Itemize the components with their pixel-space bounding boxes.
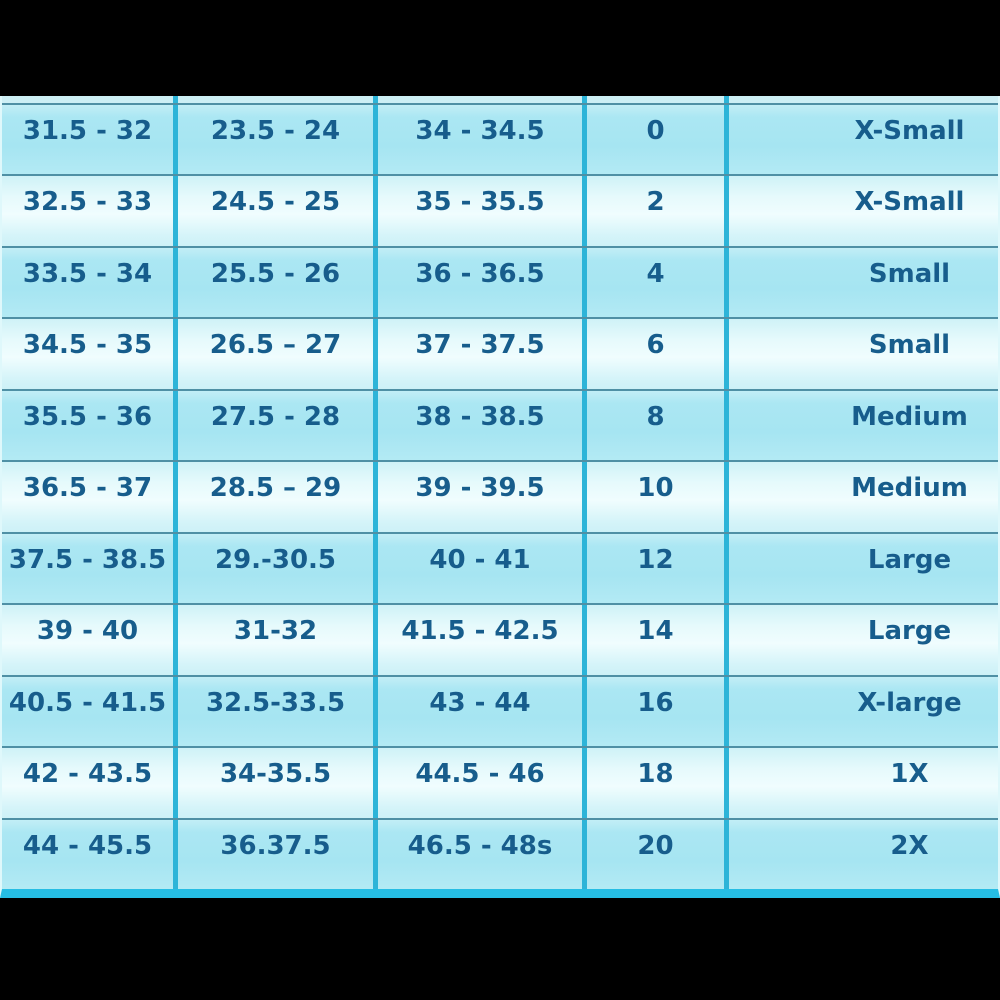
table-row: 35.5 - 36 27.5 - 28 38 - 38.5 8 Medium [2, 388, 998, 461]
table-cell: 35 - 35.5 [373, 176, 582, 246]
table-cell: 35.5 - 36 [22, 401, 153, 432]
table-cell: 4 [582, 247, 724, 318]
table-cell: 8 [582, 390, 724, 461]
table-cell: Large [724, 533, 998, 604]
table-cell: Medium [724, 390, 998, 461]
table-row: 34.5 - 35 26.5 – 27 37 - 37.5 6 Small [2, 317, 998, 389]
table-cell: 31-32 [173, 605, 373, 675]
table-cell: 20 [582, 819, 724, 889]
table-cell: 34.5 - 35 [22, 330, 153, 361]
table-cell: 39 - 40 [36, 616, 139, 647]
table-cell: 27.5 - 28 [173, 390, 373, 461]
table-cell [582, 96, 724, 103]
table-row: 37.5 - 38.5 29.-30.5 40 - 41 12 Large [2, 531, 998, 604]
size-chart-table: 31.5 - 32 23.5 - 24 34 - 34.5 0 X-Small 32.5 … [0, 96, 1000, 898]
table-cell: 32.5-33.5 [173, 676, 373, 747]
table-cell: 2 [582, 176, 724, 246]
table-cell: 28.5 – 29 [173, 462, 373, 532]
table-cell: X-Small [724, 176, 998, 246]
table-cell: 2X [724, 819, 998, 889]
table-row: 42 - 43.5 34-35.5 44.5 - 46 18 1X [2, 746, 998, 818]
table-cell: 43 - 44 [373, 676, 582, 747]
table-cell: 37.5 - 38.5 [8, 544, 167, 575]
table-cell [724, 96, 998, 103]
table-cell: 40 - 41 [373, 533, 582, 604]
table-cell: 41.5 - 42.5 [373, 605, 582, 675]
table-cell: 29.-30.5 [173, 533, 373, 604]
table-cell: 6 [582, 319, 724, 389]
table-cell: 33.5 - 34 [22, 258, 153, 289]
table-cell: 10 [582, 462, 724, 532]
table-cell: 23.5 - 24 [173, 105, 373, 175]
table-cell: 25.5 - 26 [173, 247, 373, 318]
table-cell: 40.5 - 41.5 [8, 687, 167, 718]
table-cell: 26.5 – 27 [173, 319, 373, 389]
table-row: 44 - 45.5 36.37.5 46.5 - 48s 20 2X [2, 817, 998, 889]
table-cell: 36.5 - 37 [22, 473, 153, 504]
table-cell: Large [724, 605, 998, 675]
table-cell: X-Small [724, 105, 998, 175]
table-cell [373, 96, 582, 103]
table-cell: 44 - 45.5 [22, 830, 153, 861]
table-cell: 36 - 36.5 [373, 247, 582, 318]
table-cell: 38 - 38.5 [373, 390, 582, 461]
table-cell [173, 96, 373, 103]
table-top-strip [2, 96, 998, 103]
table-cell: Medium [724, 462, 998, 532]
table-cell: 0 [582, 105, 724, 175]
table-row: 36.5 - 37 28.5 – 29 39 - 39.5 10 Medium [2, 460, 998, 532]
table-cell: 16 [582, 676, 724, 747]
table-row: 31.5 - 32 23.5 - 24 34 - 34.5 0 X-Small [2, 103, 998, 175]
table-cell: 18 [582, 748, 724, 818]
table-cell: 24.5 - 25 [173, 176, 373, 246]
table-cell: 37 - 37.5 [373, 319, 582, 389]
table-cell: 1X [724, 748, 998, 818]
table-cell: 12 [582, 533, 724, 604]
table-cell: 36.37.5 [173, 819, 373, 889]
table-cell: 14 [582, 605, 724, 675]
table-row: 40.5 - 41.5 32.5-33.5 43 - 44 16 X-large [2, 674, 998, 747]
table-cell: 39 - 39.5 [373, 462, 582, 532]
table-cell [2, 96, 173, 103]
table-row: 32.5 - 33 24.5 - 25 35 - 35.5 2 X-Small [2, 174, 998, 246]
table-row: 33.5 - 34 25.5 - 26 36 - 36.5 4 Small [2, 245, 998, 318]
table-cell: X-large [724, 676, 998, 747]
table-cell: 44.5 - 46 [373, 748, 582, 818]
table-cell: 46.5 - 48s [373, 819, 582, 889]
table-cell: 42 - 43.5 [22, 759, 153, 790]
table-cell: 34 - 34.5 [373, 105, 582, 175]
table-cell: 34-35.5 [173, 748, 373, 818]
table-row: 39 - 40 31-32 41.5 - 42.5 14 Large [2, 603, 998, 675]
table-cell: Small [724, 247, 998, 318]
table-cell: 32.5 - 33 [22, 187, 153, 218]
table-cell: Small [724, 319, 998, 389]
table-cell: 31.5 - 32 [22, 116, 153, 146]
